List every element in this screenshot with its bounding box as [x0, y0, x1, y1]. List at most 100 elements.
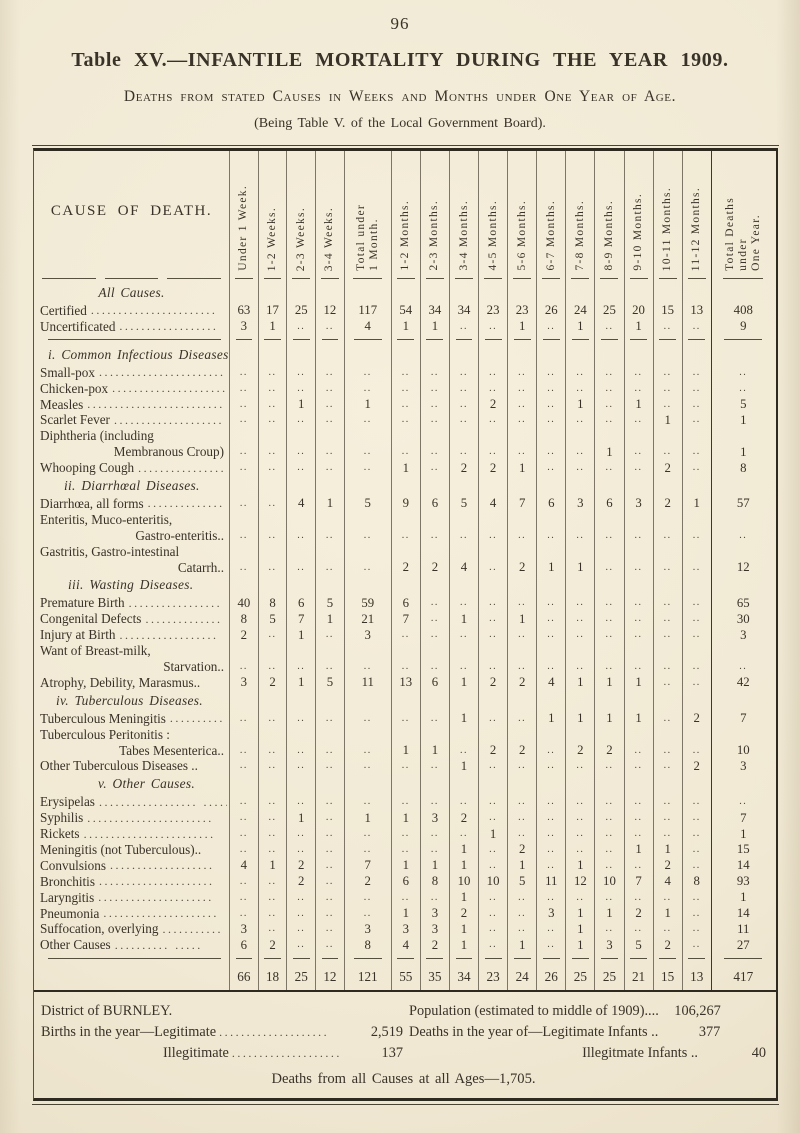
cell-value: .. — [518, 812, 527, 824]
data-cell: 11 — [343, 674, 391, 691]
cell-value: 7 — [364, 858, 371, 873]
data-cell: .. — [594, 380, 623, 397]
table-row: Bronchitis......................... 2.. 2 6… — [34, 873, 776, 890]
cell-value: 3 — [240, 319, 248, 334]
cell-value: .. — [268, 907, 277, 919]
data-cell — [229, 428, 258, 445]
cell-value: 6 — [548, 496, 555, 511]
data-cell — [315, 726, 344, 743]
dot-leader: .......... — [169, 711, 225, 726]
data-cell: 3 — [536, 905, 565, 922]
data-cell — [286, 543, 315, 560]
cell-value: 13 — [690, 303, 704, 318]
cell-value: .. — [430, 660, 439, 672]
data-cell: .. — [478, 857, 507, 874]
cell-value: .. — [489, 660, 498, 672]
data-cell — [681, 690, 711, 711]
data-cell — [229, 511, 258, 528]
cell-value: 25 — [603, 303, 616, 318]
data-cell: 1 — [448, 921, 478, 938]
data-cell: .. — [681, 444, 711, 461]
row-label: Premature Birth — [40, 595, 125, 611]
data-cell: 5 — [507, 873, 536, 890]
data-cell — [390, 543, 420, 560]
data-cell: 6 — [419, 674, 449, 691]
cell-value: .. — [239, 828, 248, 840]
data-cell: .. — [390, 444, 420, 461]
column-header-cell: Under 1 Week. — [229, 151, 258, 283]
cell-value: .. — [518, 796, 527, 808]
data-cell — [536, 428, 565, 445]
cell-value: .. — [430, 629, 439, 641]
data-cell — [343, 643, 391, 660]
cell-value: .. — [325, 414, 334, 426]
data-cell — [623, 334, 653, 345]
cell-value: .. — [268, 629, 277, 641]
total-value-cell: 25 — [594, 963, 623, 991]
data-cell — [565, 476, 594, 497]
cell-value: .. — [459, 796, 468, 808]
cell-value: 63 — [237, 303, 251, 318]
cell-value: .. — [663, 597, 672, 609]
data-cell: 6 — [286, 595, 315, 612]
data-cell — [448, 283, 478, 303]
cell-value: .. — [430, 446, 439, 458]
cell-value: .. — [547, 859, 556, 871]
data-cell — [594, 428, 623, 445]
divider-rule — [292, 339, 310, 341]
cell-value: .. — [401, 366, 410, 378]
data-cell: .. — [343, 742, 391, 759]
cell-value: 2 — [431, 937, 439, 952]
cell-value: 2 — [460, 906, 468, 921]
cell-value: .. — [430, 414, 439, 426]
data-cell — [623, 690, 653, 711]
total-cell: 1 — [710, 826, 775, 843]
data-cell: .. — [565, 794, 594, 811]
data-cell: 1 — [448, 710, 478, 727]
data-cell: .. — [229, 873, 258, 890]
data-cell: 1 — [507, 318, 536, 335]
data-cell — [536, 476, 565, 497]
data-cell: .. — [315, 758, 344, 775]
data-cell — [536, 690, 565, 711]
page-number: 96 — [390, 14, 410, 33]
header-divider — [396, 278, 415, 279]
row-label: Injury at Birth — [40, 627, 116, 643]
dot-leader: .................... — [231, 1046, 342, 1061]
data-cell — [681, 344, 711, 365]
cell-value: 1 — [431, 319, 439, 334]
data-cell: 1 — [507, 611, 536, 628]
data-cell — [448, 774, 478, 795]
total-cell: 93 — [710, 873, 775, 890]
data-cell: .. — [536, 921, 565, 938]
cell-value: .. — [576, 382, 585, 394]
corner-header-label: CAUSE OF DEATH. — [50, 202, 213, 219]
cell-value: 4 — [402, 937, 409, 952]
data-cell: .. — [286, 905, 315, 922]
cell-value: 1 — [269, 858, 276, 873]
data-cell: .. — [229, 364, 258, 381]
data-cell — [257, 643, 287, 660]
data-cell: .. — [419, 412, 449, 429]
divider-rule — [264, 339, 281, 341]
cell-value: .. — [268, 382, 277, 394]
data-cell: .. — [623, 857, 653, 874]
cell-value: .. — [547, 382, 556, 394]
data-cell: 1 — [565, 905, 594, 922]
data-cell — [478, 511, 507, 528]
cell-value: 11 — [545, 874, 558, 889]
cell-value: .. — [739, 366, 748, 378]
data-cell: .. — [419, 611, 449, 628]
data-cell: .. — [286, 460, 315, 477]
cell-value: 1 — [635, 397, 642, 411]
data-cell: .. — [257, 527, 287, 544]
data-cell: 7 — [390, 611, 420, 628]
data-cell — [652, 543, 682, 560]
cell-value: 1 — [518, 319, 526, 334]
cell-value: .. — [547, 462, 556, 474]
cell-value: .. — [547, 446, 556, 458]
data-cell: 1 — [565, 937, 594, 954]
row-label-cell: ii. Diarrhœal Diseases. — [34, 476, 229, 496]
cell-value: 34 — [428, 303, 442, 318]
data-cell — [315, 511, 344, 528]
